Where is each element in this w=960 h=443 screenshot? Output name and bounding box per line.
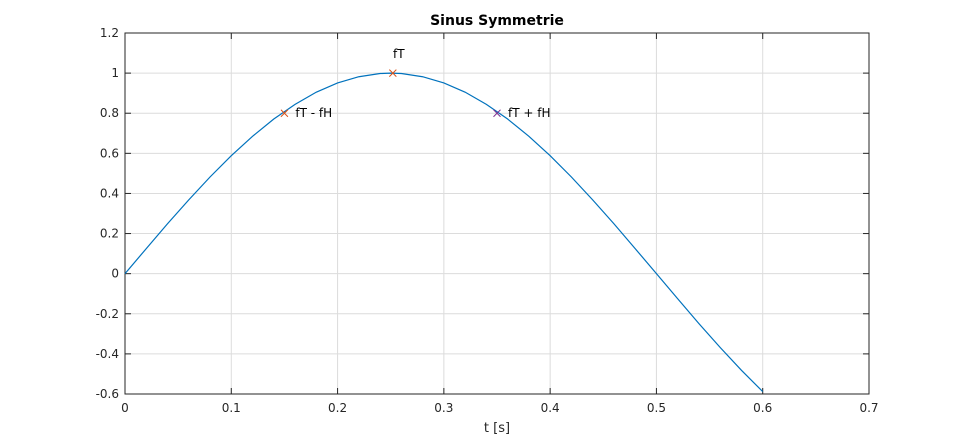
x-tick-label: 0.4 (541, 401, 560, 415)
x-tick-label: 0 (121, 401, 129, 415)
marker-point (388, 69, 397, 77)
x-tick-label: 0.2 (328, 401, 347, 415)
y-tick-label: -0.6 (96, 387, 119, 401)
marker-label: fT - fH (295, 106, 332, 120)
y-tick-label: 0.8 (100, 106, 119, 120)
y-tick-label: 1.2 (100, 26, 119, 40)
x-tick-label: 0.3 (434, 401, 453, 415)
marker-label: fT + fH (508, 106, 551, 120)
sine-series-line (124, 72, 764, 393)
y-tick-label: 0 (111, 267, 119, 281)
series-layer (124, 72, 764, 393)
marker-layer: fT - fH fT fT + fH (280, 47, 551, 120)
marker-point (280, 109, 289, 118)
marker-point (493, 109, 501, 118)
marker-cross-b (493, 109, 501, 118)
y-tick-label: 0.2 (100, 227, 119, 241)
marker-cross-b (280, 109, 289, 118)
y-tick-label: -0.4 (96, 347, 119, 361)
y-tick-label: -0.2 (96, 307, 119, 321)
x-tick-label: 0.1 (222, 401, 241, 415)
tick-layer: 0 0.1 0.2 0.3 0.4 0.5 0.6 0.7 -0.6 -0.4 -0.2 0 0.2 0.… (96, 26, 879, 415)
x-tick-label: 0.5 (647, 401, 666, 415)
grid-layer (125, 33, 869, 394)
x-tick-label: 0.6 (753, 401, 772, 415)
chart-title: Sinus Symmetrie (430, 13, 564, 29)
marker-label: fT (393, 47, 405, 61)
y-tick-label: 0.4 (100, 186, 119, 200)
y-tick-label: 1 (111, 66, 119, 80)
marker-cross-b (388, 69, 397, 77)
plot-frame (124, 32, 870, 395)
x-tick-label: 0.7 (859, 401, 878, 415)
x-axis-label: t [s] (484, 421, 510, 436)
y-tick-label: 0.6 (100, 146, 119, 160)
